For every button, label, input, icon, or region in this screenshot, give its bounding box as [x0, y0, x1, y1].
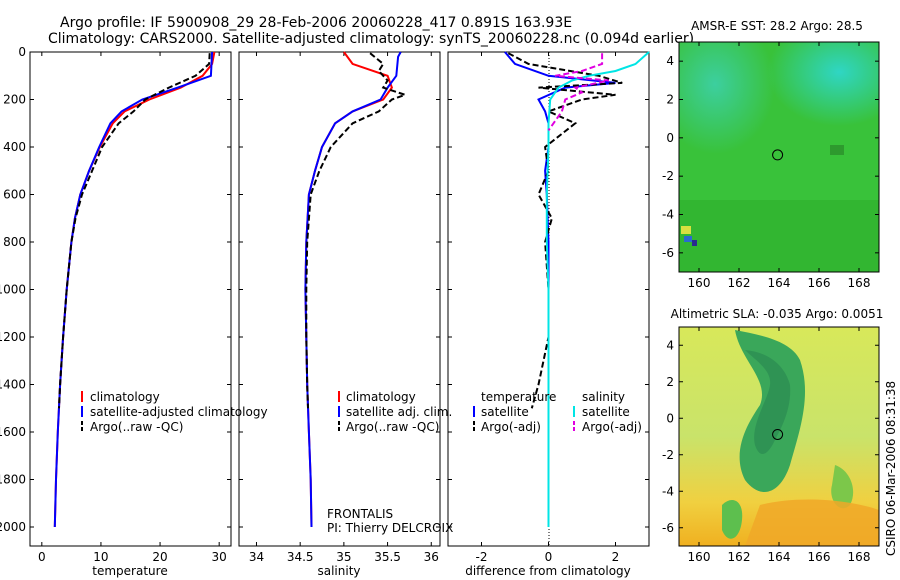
- x-tick-label: 162: [728, 550, 751, 564]
- y-tick-label: 4: [666, 54, 674, 68]
- x-tick-label: 35: [336, 550, 351, 564]
- y-tick-label: -2: [662, 448, 674, 462]
- y-tick-label: 2: [666, 375, 674, 389]
- legend-temp-argo: Argo(-adj): [481, 420, 541, 434]
- x-tick-label: -2: [476, 550, 488, 564]
- figure-title-line1: Argo profile: IF 5900908_29 28-Feb-2006 …: [60, 15, 572, 31]
- salinity-axes-frame: [238, 51, 441, 547]
- x-tick-label: 166: [808, 550, 831, 564]
- series-climatology: [304, 51, 394, 528]
- sst-map-panel: AMSR-E SST: 28.2 Argo: 28.5 4 2 0 -2 -4 -6 160…: [662, 19, 880, 290]
- y-tick-label: -2: [662, 169, 674, 183]
- y-tick-label: -6: [662, 246, 674, 260]
- series-salinity-satellite: [545, 51, 650, 527]
- legend-sal-climatology: climatology: [346, 390, 416, 404]
- temperature-xlabel: temperature: [92, 564, 167, 578]
- y-tick-label: 2: [666, 93, 674, 107]
- x-tick-label: 2: [612, 550, 620, 564]
- x-tick-label: 0: [38, 550, 46, 564]
- sla-map-panel: Altimetric SLA: -0.035 Argo: 0.0051 4 2 0 -…: [662, 307, 883, 564]
- x-tick-label: 35.5: [374, 550, 401, 564]
- y-tick-label: 4: [666, 338, 674, 352]
- series-climatology: [53, 51, 216, 528]
- figure-title-line2: Climatology: CARS2000. Satellite-adjuste…: [48, 31, 694, 47]
- y-tick-label: 1400: [0, 378, 26, 392]
- series-satellite-adjusted-climatology: [53, 51, 214, 528]
- y-tick-label: 1600: [0, 425, 26, 439]
- sla-heatmap-field: [679, 327, 879, 546]
- x-tick-label: 168: [848, 276, 871, 290]
- legend-sal-satellite-diff: satellite: [582, 405, 630, 419]
- legend-group-salinity: salinity: [582, 390, 625, 404]
- series-argo-raw-qc: [305, 52, 409, 409]
- difference-xlabel: difference from climatology: [465, 564, 631, 578]
- x-tick-label: 164: [768, 550, 791, 564]
- sst-argo-location-marker: [772, 149, 784, 161]
- y-tick-label: 400: [3, 140, 26, 154]
- x-tick-label: 160: [688, 276, 711, 290]
- series-argo-raw-qc: [58, 53, 211, 409]
- y-tick-label: 1800: [0, 473, 26, 487]
- x-tick-label: 20: [152, 550, 167, 564]
- x-tick-label: 168: [848, 550, 871, 564]
- x-tick-label: 34: [249, 550, 264, 564]
- x-tick-label: 30: [212, 550, 227, 564]
- y-tick-label: 200: [3, 93, 26, 107]
- salinity-panel: 34 34.5 35 35.5 36 salinity climatology sate…: [238, 51, 452, 578]
- y-tick-label: 800: [3, 235, 26, 249]
- y-tick-label: -6: [662, 521, 674, 535]
- x-tick-label: 166: [808, 276, 831, 290]
- sla-map-title: Altimetric SLA: -0.035 Argo: 0.0051: [671, 307, 884, 321]
- x-tick-label: 164: [768, 276, 791, 290]
- legend-argo: Argo(..raw -QC): [90, 420, 183, 434]
- y-tick-label: 0: [18, 45, 26, 59]
- x-tick-label: 34.5: [287, 550, 314, 564]
- y-tick-label: 600: [3, 188, 26, 202]
- y-tick-label: 2000: [0, 520, 26, 534]
- x-tick-label: 36: [424, 550, 439, 564]
- series-salinity-argo-adj: [547, 53, 610, 131]
- y-tick-label: -4: [662, 208, 674, 222]
- legend-sal-satellite: satellite adj. clim.: [346, 405, 452, 419]
- legend-climatology: climatology: [90, 390, 160, 404]
- y-tick-label: 0: [666, 131, 674, 145]
- y-tick-label: -4: [662, 484, 674, 498]
- sst-map-title: AMSR-E SST: 28.2 Argo: 28.5: [691, 19, 863, 33]
- temperature-axes-frame: [29, 51, 232, 547]
- temperature-panel: 0 200 400 600 800 1000 1200 1400 1600 1800 2000 0 10…: [0, 45, 268, 578]
- sst-heatmap-field: [679, 42, 879, 272]
- legend-group-temperature: temperature: [481, 390, 556, 404]
- y-tick-label: 0: [666, 411, 674, 425]
- series-temperature-satellite: [504, 51, 616, 527]
- y-tick-label: 1000: [0, 283, 26, 297]
- salinity-xlabel: salinity: [317, 564, 360, 578]
- legend-temp-satellite: satellite: [481, 405, 529, 419]
- x-tick-label: 160: [688, 550, 711, 564]
- sla-argo-location-marker: [772, 429, 784, 440]
- legend-sal-argo-diff: Argo(-adj): [582, 420, 642, 434]
- x-tick-label: 162: [728, 276, 751, 290]
- difference-panel: -2 0 2 difference from climatology tempera…: [447, 51, 650, 578]
- x-tick-label: 0: [545, 550, 553, 564]
- legend-sal-argo: Argo(..raw -QC): [346, 420, 439, 434]
- csiro-credit: CSIRO 06-Mar-2006 08:31:38: [884, 381, 898, 556]
- y-tick-label: 1200: [0, 330, 26, 344]
- legend-satellite-adjusted: satellite-adjusted climatology: [90, 405, 268, 419]
- series-temperature-argo-adj: [507, 52, 623, 409]
- x-tick-label: 10: [93, 550, 108, 564]
